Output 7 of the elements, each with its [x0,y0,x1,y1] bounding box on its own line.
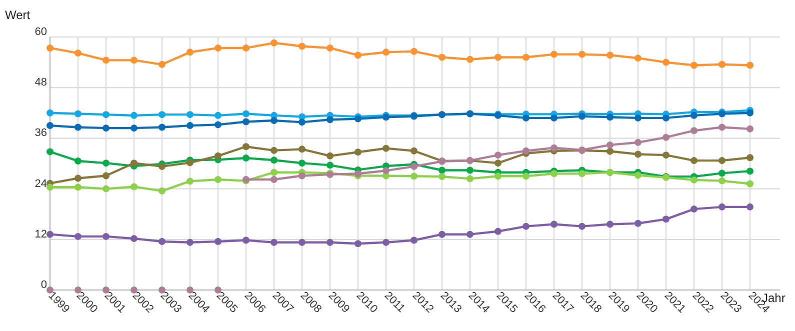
y-tick-label: 60 [34,26,47,38]
y-tick-label: 48 [34,76,47,89]
y-axis-title: Wert [5,8,31,22]
y-tick-label: 36 [34,127,47,140]
y-tick-label: 24 [34,178,47,190]
y-tick-label: 0 [40,279,47,291]
y-tick-label: 12 [34,228,47,240]
